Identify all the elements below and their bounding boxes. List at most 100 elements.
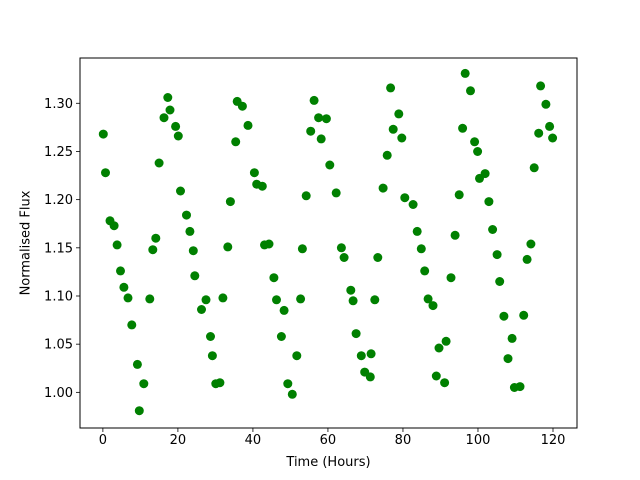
- data-point: [373, 253, 383, 262]
- data-point: [529, 163, 539, 173]
- data-point: [519, 310, 529, 320]
- data-point: [159, 113, 169, 123]
- x-tick-label: 40: [245, 433, 262, 448]
- data-point: [420, 266, 430, 276]
- data-point: [440, 378, 450, 388]
- data-point: [370, 295, 380, 305]
- data-point: [400, 193, 410, 203]
- data-point: [348, 296, 358, 306]
- data-point: [522, 254, 532, 264]
- data-point: [434, 343, 444, 353]
- data-point: [309, 95, 319, 105]
- data-point: [386, 83, 396, 93]
- data-point: [283, 379, 293, 389]
- data-point: [314, 113, 324, 123]
- y-tick-label: 1.10: [44, 289, 73, 304]
- data-point: [351, 329, 361, 339]
- data-point: [269, 273, 279, 283]
- y-axis-label: Normalised Flux: [18, 190, 34, 296]
- data-point: [101, 168, 110, 178]
- data-point: [473, 147, 483, 156]
- data-point: [171, 121, 181, 131]
- y-tick-label: 1.15: [44, 241, 73, 256]
- data-point: [548, 133, 558, 143]
- data-point: [243, 120, 253, 130]
- data-point: [423, 294, 433, 304]
- data-point: [541, 99, 551, 109]
- data-point: [488, 225, 498, 234]
- data-point: [98, 129, 108, 139]
- data-point: [139, 379, 149, 389]
- data-point: [339, 253, 349, 262]
- data-point: [109, 221, 119, 231]
- data-point: [416, 244, 426, 254]
- data-point: [526, 239, 536, 249]
- data-point: [249, 168, 259, 178]
- data-point: [231, 137, 241, 147]
- data-point: [306, 126, 316, 136]
- data-point: [154, 158, 164, 168]
- data-point: [215, 378, 225, 388]
- data-point: [296, 294, 306, 304]
- data-point: [287, 389, 297, 399]
- data-point: [264, 239, 274, 249]
- data-point: [536, 81, 546, 91]
- data-point: [197, 305, 206, 314]
- data-point: [123, 293, 133, 303]
- data-point: [176, 186, 185, 196]
- data-point: [218, 293, 228, 303]
- data-point: [397, 133, 407, 143]
- data-point: [503, 354, 513, 364]
- data-point: [165, 105, 175, 115]
- y-tick-label: 1.30: [44, 97, 73, 112]
- data-point: [119, 282, 129, 292]
- data-point: [388, 124, 398, 134]
- data-point: [336, 243, 346, 253]
- x-tick-label: 0: [99, 433, 107, 448]
- data-point: [112, 240, 122, 250]
- data-point: [148, 245, 158, 255]
- data-point: [499, 311, 509, 321]
- data-point: [515, 382, 525, 392]
- data-point: [382, 150, 392, 160]
- data-point: [495, 277, 505, 286]
- data-point: [316, 134, 326, 144]
- data-point: [116, 266, 125, 276]
- data-point: [163, 93, 173, 102]
- y-tick-label: 1.05: [44, 338, 73, 353]
- data-point: [257, 181, 267, 191]
- data-point: [279, 305, 289, 315]
- data-point: [297, 244, 307, 254]
- data-point: [225, 197, 235, 207]
- x-tick-label: 20: [170, 433, 187, 448]
- data-point: [412, 226, 422, 236]
- data-point: [545, 121, 555, 131]
- data-point: [394, 109, 404, 119]
- data-point: [206, 332, 215, 341]
- y-tick-label: 1.00: [44, 386, 73, 401]
- data-point: [441, 336, 451, 346]
- data-point: [428, 301, 438, 311]
- data-point: [446, 273, 456, 283]
- data-point: [346, 285, 356, 295]
- x-axis-label: Time (Hours): [286, 455, 371, 470]
- data-point: [207, 351, 217, 361]
- data-point: [365, 372, 375, 382]
- x-tick-label: 120: [541, 433, 566, 448]
- y-tick-label: 1.25: [44, 145, 73, 160]
- data-point: [134, 406, 144, 416]
- x-tick-label: 80: [395, 433, 412, 448]
- data-point: [450, 230, 460, 240]
- data-point: [223, 242, 233, 252]
- data-point: [185, 226, 195, 236]
- x-tick-label: 60: [320, 433, 337, 448]
- data-point: [470, 137, 480, 147]
- data-point: [431, 371, 441, 381]
- data-point: [366, 349, 376, 359]
- data-point: [458, 123, 468, 133]
- axes-spines: [79, 57, 578, 429]
- data-point: [127, 320, 137, 330]
- x-tick-label: 100: [466, 433, 491, 448]
